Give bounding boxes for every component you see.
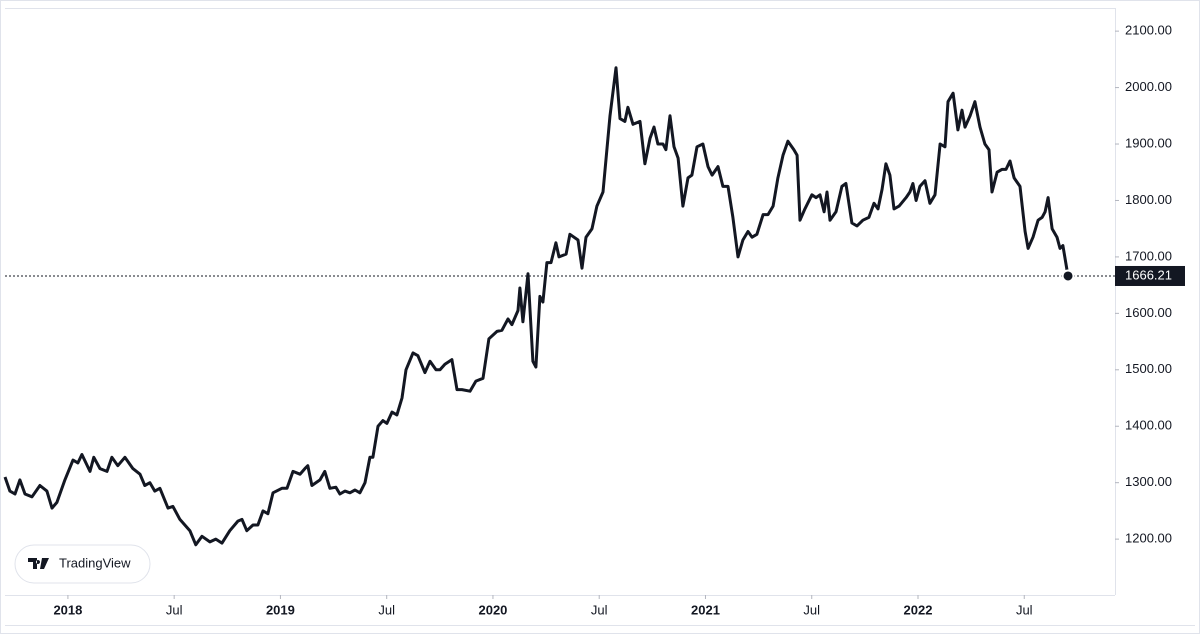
- y-tick-label: 1900.00: [1125, 135, 1172, 150]
- x-tick-label: 2022: [904, 602, 933, 617]
- brand-badge[interactable]: TradingView: [14, 544, 151, 584]
- y-tick-label: 1800.00: [1125, 192, 1172, 207]
- y-tick-label: 2100.00: [1125, 23, 1172, 38]
- x-tick-label: Jul: [1016, 602, 1033, 617]
- y-tick-label: 1500.00: [1125, 361, 1172, 376]
- y-tick-label: 1200.00: [1125, 531, 1172, 546]
- last-point: [1061, 269, 1075, 283]
- price-line: [3, 66, 1070, 547]
- x-tick-label: 2020: [478, 602, 507, 617]
- y-tick-label: 1600.00: [1125, 305, 1172, 320]
- y-tick-label: 1700.00: [1125, 248, 1172, 263]
- last-price-label: 1666.21: [1125, 267, 1172, 282]
- x-tick-label: Jul: [166, 602, 183, 617]
- brand-pill: [14, 544, 151, 584]
- y-tick-label: 1400.00: [1125, 418, 1172, 433]
- x-tick-label: 2021: [691, 602, 720, 617]
- x-tick-label: 2019: [266, 602, 295, 617]
- x-tick-label: Jul: [591, 602, 608, 617]
- brand-logo: [28, 558, 49, 569]
- last-price-tag: [1115, 265, 1185, 286]
- y-tick-label: 1300.00: [1125, 474, 1172, 489]
- brand-text: TradingView: [59, 555, 131, 570]
- x-tick-label: 2018: [53, 602, 82, 617]
- x-tick-label: Jul: [803, 602, 820, 617]
- y-tick-label: 2000.00: [1125, 79, 1172, 94]
- x-tick-label: Jul: [378, 602, 395, 617]
